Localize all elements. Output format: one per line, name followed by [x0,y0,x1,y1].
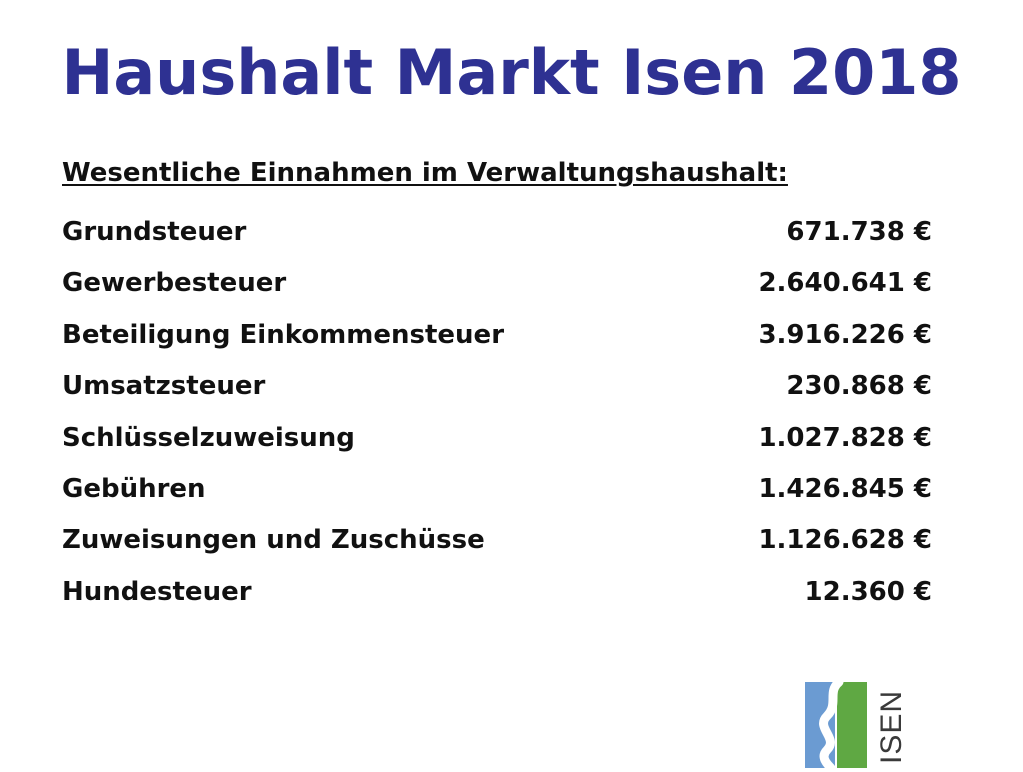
row-label: Hundesteuer [62,576,252,607]
row-value: 2.640.641 € [758,268,932,299]
row-value: 1.126.628 € [758,525,932,556]
row-label: Gebühren [62,473,206,504]
row-label: Schlüsselzuweisung [62,422,355,453]
row-label: Zuweisungen und Zuschüsse [62,525,485,556]
row-value: 3.916.226 € [758,319,932,350]
row-value: 1.027.828 € [758,422,932,453]
revenue-row-schluesselzuweisung: Schlüsselzuweisung 1.027.828 € [62,413,932,464]
row-label: Umsatzsteuer [62,371,266,402]
revenue-row-grundsteuer: Grundsteuer 671.738 € [62,207,932,258]
isen-logo: ISEN [805,677,915,772]
row-value: 230.868 € [786,371,932,402]
revenue-row-gebuehren: Gebühren 1.426.845 € [62,464,932,515]
revenue-row-zuweisungen: Zuweisungen und Zuschüsse 1.126.628 € [62,515,932,566]
row-value: 671.738 € [786,217,932,247]
section-heading: Wesentliche Einnahmen im Verwaltungshaus… [62,158,788,188]
row-value: 12.360 € [804,576,932,607]
row-label: Grundsteuer [62,217,247,247]
revenue-row-hundesteuer: Hundesteuer 12.360 € [62,567,932,618]
row-label: Gewerbesteuer [62,268,287,299]
revenue-row-umsatzsteuer: Umsatzsteuer 230.868 € [62,361,932,412]
revenue-row-gewerbesteuer: Gewerbesteuer 2.640.641 € [62,258,932,309]
revenue-list: Grundsteuer 671.738 € Gewerbesteuer 2.64… [62,207,932,618]
revenue-row-einkommensteuer: Beteiligung Einkommensteuer 3.916.226 € [62,310,932,361]
row-label: Beteiligung Einkommensteuer [62,319,505,350]
row-value: 1.426.845 € [758,473,932,504]
page-title: Haushalt Markt Isen 2018 [61,36,962,109]
isen-river-logo-icon: ISEN [805,677,908,772]
logo-text: ISEN [875,690,908,764]
